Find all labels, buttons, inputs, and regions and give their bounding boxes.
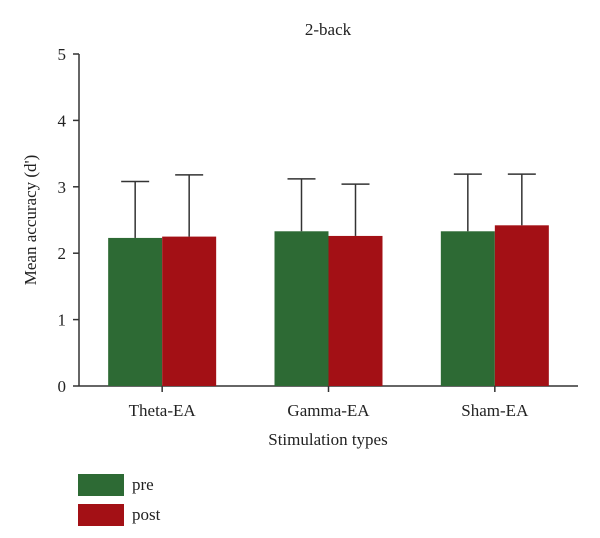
legend-label-post: post [132,505,161,524]
chart-title: 2-back [305,20,352,39]
y-tick-label: 4 [58,111,67,130]
legend-item-post: post [78,502,160,528]
y-tick-label: 5 [58,45,67,64]
x-axis-label: Stimulation types [268,430,387,449]
y-tick-label: 0 [58,377,67,396]
x-tick-label: Gamma-EA [287,401,370,420]
y-axis-label: Mean accuracy (d') [21,155,40,285]
error-bars [121,173,536,238]
legend: pre post [78,472,160,532]
y-tick-label: 1 [58,311,67,330]
legend-label-pre: pre [132,475,154,494]
bar-pre-gamma-ea [274,231,329,386]
bar-pre-sham-ea [440,231,495,386]
x-tick-label: Theta-EA [129,401,197,420]
legend-swatch-pre [78,474,124,496]
bar-post-sham-ea [494,225,549,386]
bar-chart: 2-back Mean accuracy (d') Stimulation ty… [21,20,578,449]
y-tick-label: 3 [58,178,67,197]
x-axis: Theta-EA Gamma-EA Sham-EA [79,385,578,420]
bar-post-theta-ea [162,236,217,386]
x-tick-label: Sham-EA [461,401,529,420]
y-axis: 0 1 2 3 4 5 [58,45,80,396]
bar-pre-theta-ea [108,237,163,386]
legend-item-pre: pre [78,472,160,498]
bar-post-gamma-ea [328,235,383,386]
y-tick-label: 2 [58,244,67,263]
legend-swatch-post [78,504,124,526]
bars [108,225,549,386]
